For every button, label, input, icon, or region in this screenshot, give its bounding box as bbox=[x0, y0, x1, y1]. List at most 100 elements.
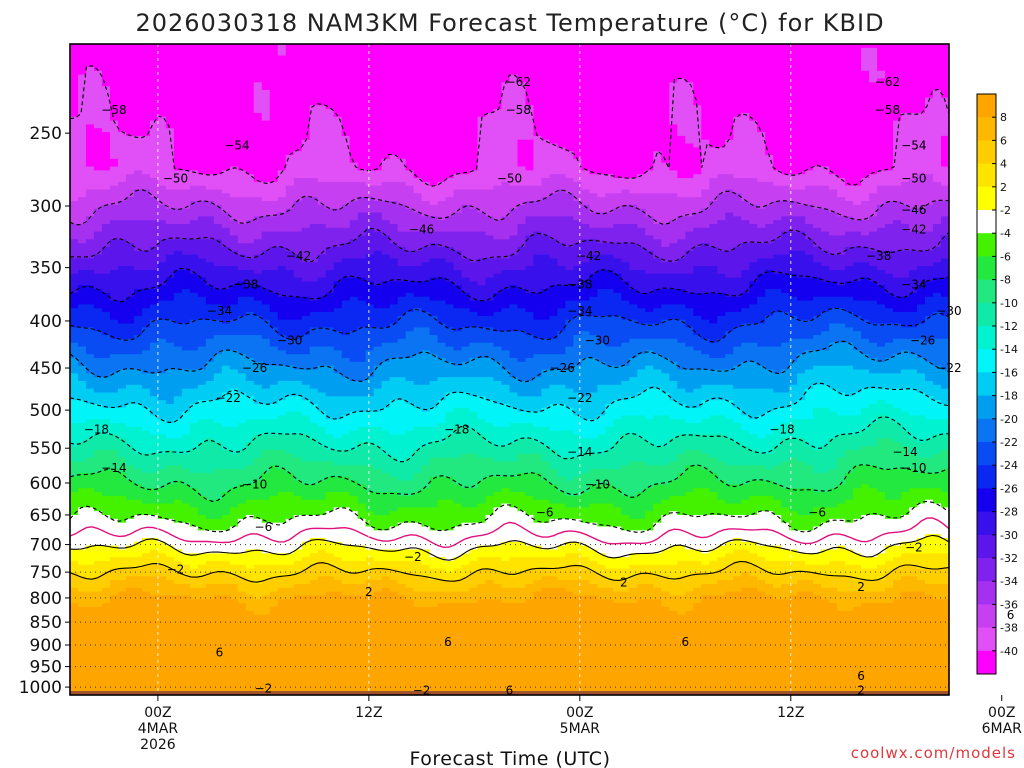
colorbar-label: -6 bbox=[1000, 250, 1011, 263]
colorbar-label: -26 bbox=[1000, 482, 1018, 495]
y-tick-label: 350 bbox=[30, 259, 62, 279]
y-tick-label: 400 bbox=[30, 312, 62, 332]
isotherm-label: −50 bbox=[497, 171, 522, 185]
isotherm-label: −10 bbox=[242, 477, 267, 491]
x-tick-label: 2026 bbox=[140, 737, 176, 753]
colorbar-swatch bbox=[977, 279, 996, 304]
colorbar-swatch bbox=[977, 558, 996, 582]
source-credit: coolwx.com/models bbox=[851, 744, 1016, 762]
isotherm-label: −6 bbox=[536, 505, 554, 519]
isotherm-label: −2 bbox=[167, 562, 185, 576]
isotherm-label: −50 bbox=[901, 171, 926, 185]
isotherm-label: −50 bbox=[163, 171, 188, 185]
isotherm-label: −26 bbox=[242, 361, 267, 375]
colorbar-label: -16 bbox=[1000, 366, 1018, 379]
isotherm-line bbox=[70, 560, 949, 583]
colorbar-swatch bbox=[977, 604, 996, 628]
isotherm-label: −6 bbox=[255, 520, 273, 534]
colorbar-swatch bbox=[977, 233, 996, 257]
y-tick-label: 550 bbox=[30, 439, 62, 459]
x-tick-label: 5MAR bbox=[560, 721, 601, 737]
isotherm-label: −62 bbox=[506, 75, 531, 89]
isotherm-label: −2 bbox=[905, 540, 923, 554]
x-tick-label: 00Z bbox=[988, 705, 1015, 721]
colorbar-label: -22 bbox=[1000, 436, 1018, 449]
isotherm-label: −38 bbox=[866, 249, 891, 263]
colorbar-label: -8 bbox=[1000, 274, 1011, 287]
plot-frame bbox=[69, 43, 950, 696]
x-axis-label: Forecast Time (UTC) bbox=[410, 748, 611, 768]
colorbar-frame bbox=[976, 93, 997, 675]
y-tick-label: 500 bbox=[30, 401, 62, 421]
isotherm-label: 6 bbox=[506, 683, 514, 697]
isotherm-label: −14 bbox=[892, 445, 917, 459]
isotherm-label: −26 bbox=[550, 361, 575, 375]
colorbar-label: -14 bbox=[1000, 343, 1018, 356]
colorbar-label: -40 bbox=[1000, 645, 1018, 658]
y-axis: 250 300 350 400 450 500 550 600 650 700 750 800 850 9… bbox=[19, 124, 70, 698]
x-tick-label: 00Z bbox=[144, 705, 171, 721]
isotherm-line bbox=[70, 65, 949, 187]
ground-strip bbox=[70, 691, 949, 695]
colorbar-label: 6 bbox=[1000, 134, 1007, 147]
colorbar-swatch bbox=[977, 488, 996, 512]
colorbar-label: 2 bbox=[1000, 181, 1007, 194]
colorbar-label: -20 bbox=[1000, 413, 1018, 426]
plot-area: −62 −62−58−58 −58−54 −54−50 −50 −50−46−46 −42−… bbox=[69, 43, 1015, 697]
colorbar-label: -38 bbox=[1000, 622, 1018, 635]
isotherm-label: −6 bbox=[808, 505, 826, 519]
colorbar-swatch bbox=[977, 349, 996, 373]
isotherm-label: −14 bbox=[101, 461, 126, 475]
y-tick-label: 600 bbox=[30, 474, 62, 494]
colorbar-label: -10 bbox=[1000, 297, 1018, 310]
isotherm-labels: −62 −62−58−58 −58−54 −54−50 −50 −50−46−46 −42−… bbox=[84, 75, 1015, 697]
isotherm-label: −42 bbox=[901, 222, 926, 236]
colorbar-swatch bbox=[977, 302, 996, 327]
x-tick-label: 12Z bbox=[777, 705, 804, 721]
colorbar-swatch bbox=[977, 326, 996, 350]
isotherm-label: −34 bbox=[901, 277, 926, 291]
colorbar-legend: 8 6 4 2 -2 -4 -6 -8 -10 -12 -14 -16 -18 -20 -22 -24 -26 -… bbox=[976, 93, 1018, 675]
x-tick-label: 12Z bbox=[355, 705, 382, 721]
isotherm-label: −54 bbox=[901, 139, 926, 153]
isotherm-label: −2 bbox=[255, 681, 273, 695]
colorbar-label: -36 bbox=[1000, 598, 1018, 611]
isotherm-label: −10 bbox=[585, 477, 610, 491]
isotherm-contours bbox=[70, 65, 949, 583]
isotherm-label: −34 bbox=[207, 304, 232, 318]
colorbar-swatch bbox=[977, 581, 996, 605]
colorbar-swatch bbox=[977, 372, 996, 396]
chart-title: 2026030318 NAM3KM Forecast Temperature (… bbox=[135, 9, 884, 37]
y-tick-label: 750 bbox=[30, 563, 62, 583]
isotherm-line bbox=[70, 382, 949, 423]
isotherm-label: 2 bbox=[365, 585, 373, 599]
isotherm-label: 2 bbox=[857, 683, 865, 697]
y-tick-label: 1000 bbox=[19, 678, 62, 698]
colorbar-swatch bbox=[977, 256, 996, 280]
isotherm-label: −30 bbox=[277, 333, 302, 347]
temperature-bands bbox=[70, 44, 949, 695]
colorbar-swatch bbox=[977, 210, 996, 234]
x-tick-label: 00Z bbox=[566, 705, 593, 721]
y-tick-label: 800 bbox=[30, 589, 62, 609]
isotherm-label: 6 bbox=[444, 635, 452, 649]
freezing-line bbox=[70, 517, 949, 549]
x-tick-label: 6MAR bbox=[982, 721, 1023, 737]
isotherm-label: −18 bbox=[769, 423, 794, 437]
y-tick-label: 300 bbox=[30, 197, 62, 217]
isotherm-label: 6 bbox=[1007, 608, 1015, 622]
isotherm-label: −54 bbox=[224, 139, 249, 153]
isotherm-line bbox=[70, 307, 949, 343]
colorbar-swatch bbox=[977, 94, 996, 118]
isotherm-label: 6 bbox=[857, 669, 865, 683]
colorbar-label: -30 bbox=[1000, 529, 1018, 542]
isotherm-label: 2 bbox=[620, 576, 628, 590]
isotherm-label: −18 bbox=[444, 423, 469, 437]
isotherm-line bbox=[70, 340, 949, 383]
colorbar-swatch bbox=[977, 186, 996, 211]
colorbar-swatch bbox=[977, 465, 996, 489]
isotherm-line bbox=[70, 464, 949, 502]
isotherm-label: −62 bbox=[875, 75, 900, 89]
